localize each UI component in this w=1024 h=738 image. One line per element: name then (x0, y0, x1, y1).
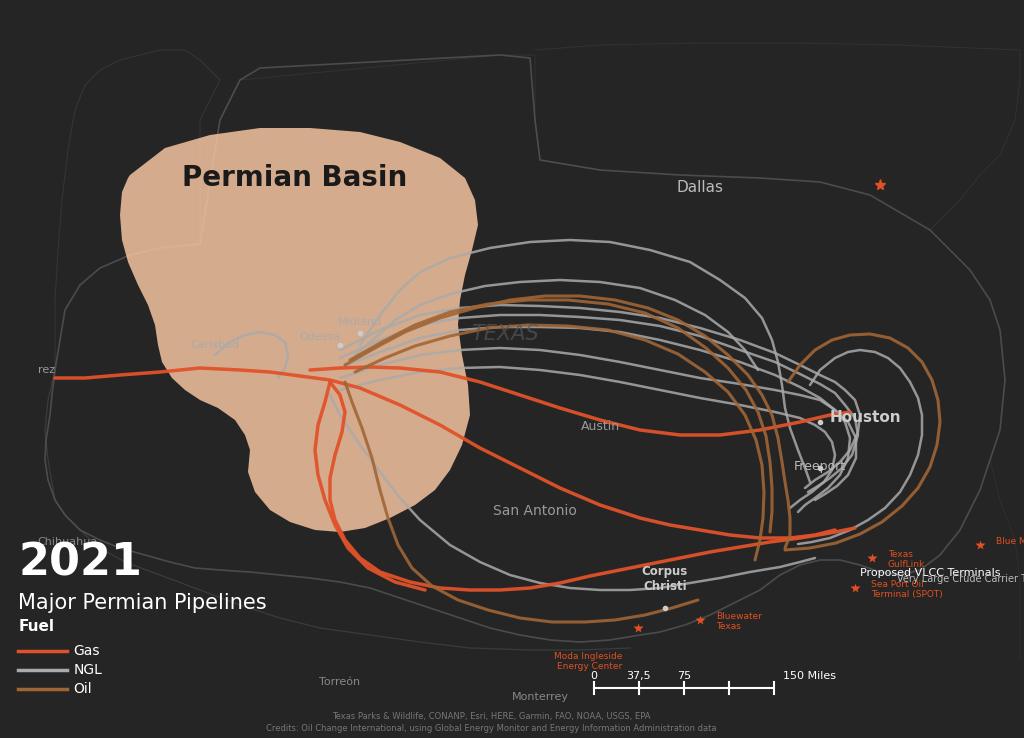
Text: Moda Ingleside
Energy Center: Moda Ingleside Energy Center (554, 652, 622, 672)
Text: Torreón: Torreón (319, 677, 360, 687)
Text: Proposed VLCC Terminals: Proposed VLCC Terminals (860, 568, 1000, 578)
Text: 37,5: 37,5 (627, 671, 651, 681)
Text: Gas: Gas (74, 644, 100, 658)
Text: Bluewater
Texas: Bluewater Texas (716, 612, 762, 632)
Text: Blue Marlin: Blue Marlin (996, 537, 1024, 546)
Text: Texas
GulfLink: Texas GulfLink (888, 550, 926, 570)
Text: Permian Basin: Permian Basin (182, 164, 408, 192)
Text: Houston: Houston (830, 410, 901, 425)
Text: San Antonio: San Antonio (494, 504, 577, 518)
Text: 0: 0 (591, 671, 597, 681)
Text: Sea Port Oil
Terminal (SPOT): Sea Port Oil Terminal (SPOT) (871, 580, 943, 599)
Text: Credits: Oil Change International, using Global Energy Monitor and Energy Inform: Credits: Oil Change International, using… (266, 724, 717, 733)
Text: Chihuahua: Chihuahua (38, 537, 98, 547)
Text: Texas Parks & Wildlife, CONANP, Esri, HERE, Garmin, FAO, NOAA, USGS, EPA: Texas Parks & Wildlife, CONANP, Esri, HE… (332, 712, 651, 721)
Text: TEXAS: TEXAS (471, 324, 539, 344)
Text: Monterrey: Monterrey (512, 692, 568, 702)
Text: rez: rez (38, 365, 55, 375)
Polygon shape (120, 128, 478, 532)
Text: Very Large Crude Carrier Term.: Very Large Crude Carrier Term. (897, 574, 1024, 584)
Text: 2021: 2021 (18, 542, 142, 584)
Text: NGL: NGL (74, 663, 102, 677)
Text: Odessa: Odessa (299, 332, 340, 342)
Text: Midland: Midland (338, 317, 382, 327)
Text: Fuel: Fuel (18, 619, 54, 634)
Text: Dallas: Dallas (677, 180, 724, 195)
Text: Corpus
Christi: Corpus Christi (642, 565, 688, 593)
Text: 75: 75 (677, 671, 691, 681)
Text: 150 Miles: 150 Miles (783, 671, 837, 681)
Text: Major Permian Pipelines: Major Permian Pipelines (18, 593, 267, 613)
Text: Oil: Oil (74, 683, 92, 696)
Text: Carlsbad: Carlsbad (190, 340, 240, 350)
Text: Freeport: Freeport (794, 460, 846, 473)
Text: Austin: Austin (581, 420, 620, 433)
